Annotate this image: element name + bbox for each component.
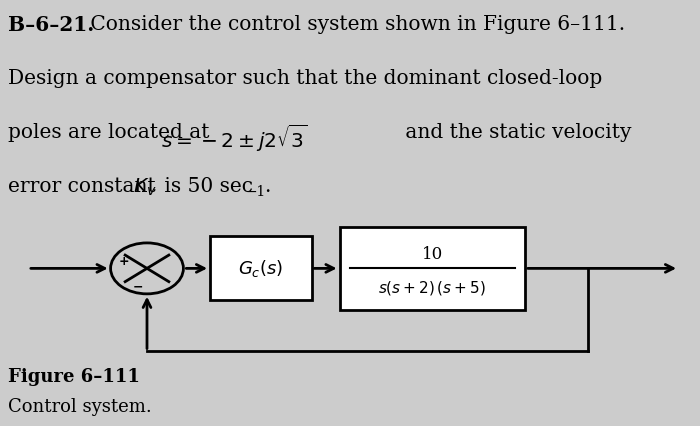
Text: Figure 6–111: Figure 6–111 bbox=[8, 368, 140, 386]
Text: Consider the control system shown in Figure 6–111.: Consider the control system shown in Fig… bbox=[84, 15, 625, 34]
Text: B–6–21.: B–6–21. bbox=[8, 15, 95, 35]
Bar bbox=[210, 236, 312, 300]
Text: $G_c(s)$: $G_c(s)$ bbox=[238, 258, 284, 279]
Text: Design a compensator such that the dominant closed-loop: Design a compensator such that the domin… bbox=[8, 69, 603, 88]
Text: is 50 sec: is 50 sec bbox=[158, 177, 253, 196]
Text: −: − bbox=[132, 281, 143, 294]
Text: $s = -2 \pm j2\sqrt{3}$: $s = -2 \pm j2\sqrt{3}$ bbox=[161, 123, 308, 154]
Bar bbox=[340, 227, 525, 310]
Text: +: + bbox=[119, 255, 130, 268]
Text: and the static velocity: and the static velocity bbox=[399, 123, 631, 142]
Text: .: . bbox=[265, 177, 271, 196]
Text: poles are located at: poles are located at bbox=[8, 123, 216, 142]
Text: 10: 10 bbox=[421, 246, 443, 263]
Text: Control system.: Control system. bbox=[8, 398, 152, 416]
Text: $s(s+2)\,(s+5)$: $s(s+2)\,(s+5)$ bbox=[379, 279, 486, 296]
Text: −1: −1 bbox=[245, 185, 265, 199]
Text: $K_v$: $K_v$ bbox=[133, 177, 157, 198]
Text: error constant: error constant bbox=[8, 177, 162, 196]
